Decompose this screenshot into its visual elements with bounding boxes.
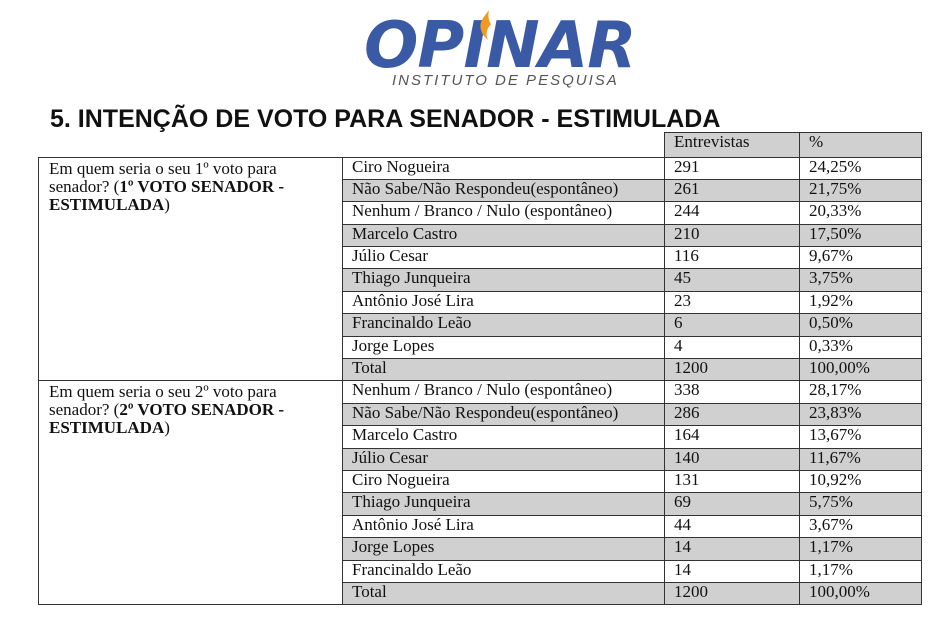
question-text: Em quem seria o seu 2º voto para senador… — [49, 382, 277, 420]
percent-cell: 23,83% — [799, 402, 922, 427]
table-row: Júlio Cesar 140 11,67% — [39, 447, 922, 471]
candidate-cell: Antônio José Lira — [342, 290, 665, 315]
count-cell: 23 — [664, 290, 800, 315]
percent-cell: 3,75% — [799, 268, 922, 292]
percent-cell: 5,75% — [799, 492, 922, 516]
percent-cell: 17,50% — [799, 223, 922, 248]
percent-cell: 10,92% — [799, 469, 922, 494]
count-cell: 210 — [664, 223, 800, 248]
question-cell: Em quem seria o seu 2º voto para senador… — [38, 380, 343, 606]
percent-cell: 0,33% — [799, 335, 922, 360]
table-row: Jorge Lopes 14 1,17% — [39, 537, 922, 561]
candidate-cell: Júlio Cesar — [342, 246, 665, 270]
candidate-cell: Ciro Nogueira — [342, 156, 665, 180]
percent-cell: 28,17% — [799, 380, 922, 404]
table-row: Não Sabe/Não Respondeu(espontâneo) 261 21,… — [39, 178, 922, 203]
percent-cell: 13,67% — [799, 425, 922, 449]
count-cell: 131 — [664, 469, 800, 494]
candidate-cell: Marcelo Castro — [342, 425, 665, 449]
count-cell: 116 — [664, 246, 800, 270]
percent-cell: 1,17% — [799, 537, 922, 561]
candidate-cell: Jorge Lopes — [342, 537, 665, 561]
candidate-cell: Thiago Junqueira — [342, 492, 665, 516]
table-row: Marcelo Castro 164 13,67% — [39, 425, 922, 449]
count-cell: 291 — [664, 156, 800, 180]
question-close: ) — [164, 194, 170, 214]
count-cell: 14 — [664, 559, 800, 583]
percent-cell: 100,00% — [799, 581, 922, 606]
opinar-logo: OPINAR INSTITUTO DE PESQUISA — [362, 8, 636, 94]
candidate-cell: Jorge Lopes — [342, 335, 665, 360]
table-header-row: Entrevistas % — [38, 132, 922, 158]
candidate-cell: Ciro Nogueira — [342, 469, 665, 494]
table-row: Em quem seria o seu 2º voto para senador… — [38, 380, 922, 606]
header-blank — [38, 132, 665, 158]
percent-cell: 1,92% — [799, 290, 922, 315]
percent-cell: 21,75% — [799, 178, 922, 203]
count-cell: 1200 — [664, 581, 800, 606]
header-entrevistas: Entrevistas — [664, 132, 800, 158]
table-row: Ciro Nogueira 131 10,92% — [39, 469, 922, 494]
question-text: Em quem seria o seu 1º voto para senador… — [49, 158, 277, 196]
header-percent: % — [799, 132, 922, 158]
table-row: Nenhum / Branco / Nulo (espontâneo) 244 20… — [39, 201, 922, 225]
candidate-cell: Total — [342, 358, 665, 382]
count-cell: 14 — [664, 537, 800, 561]
candidate-cell: Francinaldo Leão — [342, 313, 665, 337]
candidate-cell: Nenhum / Branco / Nulo (espontâneo) — [342, 380, 665, 404]
count-cell: 140 — [664, 447, 800, 471]
candidate-cell: Total — [342, 581, 665, 606]
percent-cell: 9,67% — [799, 246, 922, 270]
count-cell: 69 — [664, 492, 800, 516]
table-row: Total 1200 100,00% — [39, 358, 922, 382]
candidate-cell: Não Sabe/Não Respondeu(espontâneo) — [342, 402, 665, 427]
percent-cell: 20,33% — [799, 201, 922, 225]
question-cell: Em quem seria o seu 1º voto para senador… — [38, 156, 343, 382]
table-row: Total 1200 100,00% — [39, 581, 922, 606]
count-cell: 286 — [664, 402, 800, 427]
percent-cell: 100,00% — [799, 358, 922, 382]
candidate-cell: Marcelo Castro — [342, 223, 665, 248]
table-row: Júlio Cesar 116 9,67% — [39, 246, 922, 270]
percent-cell: 3,67% — [799, 514, 922, 539]
count-cell: 45 — [664, 268, 800, 292]
count-cell: 261 — [664, 178, 800, 203]
percent-cell: 0,50% — [799, 313, 922, 337]
table-row: Thiago Junqueira 69 5,75% — [39, 492, 922, 516]
table-row: Francinaldo Leão 14 1,17% — [39, 559, 922, 583]
count-cell: 6 — [664, 313, 800, 337]
percent-cell: 24,25% — [799, 156, 922, 180]
candidate-cell: Thiago Junqueira — [342, 268, 665, 292]
count-cell: 1200 — [664, 358, 800, 382]
candidate-cell: Francinaldo Leão — [342, 559, 665, 583]
question-close: ) — [164, 418, 170, 438]
table-row: Thiago Junqueira 45 3,75% — [39, 268, 922, 292]
count-cell: 4 — [664, 335, 800, 360]
table-row: Jorge Lopes 4 0,33% — [39, 335, 922, 360]
logo-wordmark: OPINAR — [364, 9, 636, 83]
count-cell: 44 — [664, 514, 800, 539]
percent-cell: 1,17% — [799, 559, 922, 583]
table-row: Não Sabe/Não Respondeu(espontâneo) 286 23,… — [39, 402, 922, 427]
candidate-cell: Nenhum / Branco / Nulo (espontâneo) — [342, 201, 665, 225]
count-cell: 338 — [664, 380, 800, 404]
flame-icon — [480, 10, 491, 40]
question-tag: 2º VOTO SENADOR - ESTIMULADA — [49, 400, 285, 438]
question-tag: 1º VOTO SENADOR - ESTIMULADA — [49, 176, 285, 214]
candidate-cell: Não Sabe/Não Respondeu(espontâneo) — [342, 178, 665, 203]
section-heading: 5. INTENÇÃO DE VOTO PARA SENADOR - ESTIM… — [50, 105, 721, 133]
table-row: Marcelo Castro 210 17,50% — [39, 223, 922, 248]
logo-tagline: INSTITUTO DE PESQUISA — [392, 72, 619, 89]
percent-cell: 11,67% — [799, 447, 922, 471]
poll-table: Entrevistas % Em quem seria o seu 1º vot… — [38, 132, 922, 606]
count-cell: 164 — [664, 425, 800, 449]
table-row: Antônio José Lira 44 3,67% — [39, 514, 922, 539]
table-row: Em quem seria o seu 1º voto para senador… — [38, 156, 922, 382]
table-row: Francinaldo Leão 6 0,50% — [39, 313, 922, 337]
candidate-cell: Júlio Cesar — [342, 447, 665, 471]
count-cell: 244 — [664, 201, 800, 225]
table-row: Antônio José Lira 23 1,92% — [39, 290, 922, 315]
candidate-cell: Antônio José Lira — [342, 514, 665, 539]
